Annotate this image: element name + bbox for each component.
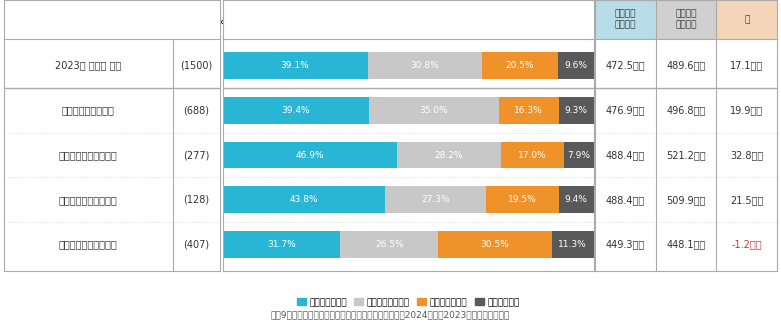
Text: 11.3%: 11.3% [558,240,587,249]
Bar [558,52,594,79]
Text: 7.9%: 7.9% [568,151,590,160]
Bar [595,0,656,39]
Text: 差: 差 [744,15,750,24]
Bar [558,186,594,213]
Text: 32.8万円: 32.8万円 [730,150,763,160]
Text: 35.0%: 35.0% [419,106,448,115]
Text: 19.9万円: 19.9万円 [730,105,763,115]
Text: 489.6万円: 489.6万円 [666,61,706,71]
Bar [487,186,558,213]
Text: 43.8%: 43.8% [290,195,318,204]
Text: 9.4%: 9.4% [565,195,587,204]
Text: 46.9%: 46.9% [295,151,324,160]
Text: 業種・職種共に同一: 業種・職種共に同一 [62,105,115,115]
Bar [223,141,397,169]
Text: 30.8%: 30.8% [410,61,439,70]
Text: 【図9】業種・職種変化別＿年収の変化／転職動向調査2024年版（2023年実績）より作成: 【図9】業種・職種変化別＿年収の変化／転職動向調査2024年版（2023年実績）… [271,311,510,320]
Bar [559,97,594,124]
Bar [438,231,551,258]
Text: 472.5万円: 472.5万円 [605,61,645,71]
Bar [341,231,438,258]
Bar [397,141,501,169]
Text: 28.2%: 28.2% [435,151,463,160]
Legend: 年収は上がった, 年収は変わらない, 年収は下がった, 答えたくない: 年収は上がった, 年収は変わらない, 年収は下がった, 答えたくない [293,295,523,311]
Text: 21.5万円: 21.5万円 [730,195,764,205]
Text: 488.4万円: 488.4万円 [606,150,645,160]
Text: 521.2万円: 521.2万円 [666,150,706,160]
Bar [501,141,564,169]
Text: 9.6%: 9.6% [564,61,587,70]
Text: 17.0%: 17.0% [519,151,547,160]
Text: 39.4%: 39.4% [281,106,310,115]
Text: 転職前の
平均年収: 転職前の 平均年収 [615,10,637,29]
Bar [369,97,498,124]
Text: 業種・職種共に異なる: 業種・職種共に異なる [59,239,118,249]
Text: 449.3万円: 449.3万円 [606,239,645,249]
Text: 17.1万円: 17.1万円 [730,61,763,71]
Text: 2023年 転職者 全体: 2023年 転職者 全体 [55,61,121,71]
Bar [551,231,594,258]
Bar [498,97,559,124]
Text: 9.3%: 9.3% [565,106,588,115]
Bar [656,0,716,39]
Bar [223,231,341,258]
Text: 30.5%: 30.5% [480,240,509,249]
Bar [223,97,369,124]
Text: (688): (688) [184,105,209,115]
Text: -1.2万円: -1.2万円 [732,239,762,249]
Text: 39.1%: 39.1% [280,61,309,70]
Bar [223,52,368,79]
Bar [716,0,777,39]
Text: 448.1万円: 448.1万円 [666,239,706,249]
Bar [223,186,385,213]
Bar [482,52,558,79]
Text: (407): (407) [184,239,209,249]
Text: 業種異なる・職種同一: 業種異なる・職種同一 [59,150,118,160]
Text: 16.3%: 16.3% [515,106,544,115]
Text: 20.5%: 20.5% [505,61,534,70]
Text: 488.4万円: 488.4万円 [606,195,645,205]
Bar [385,186,487,213]
Text: 496.8万円: 496.8万円 [666,105,706,115]
Text: 27.3%: 27.3% [422,195,450,204]
Text: (128): (128) [184,195,209,205]
Text: (1500): (1500) [180,61,212,71]
Bar [368,52,482,79]
Text: (277): (277) [184,150,209,160]
Text: 転職後の
平均年収: 転職後の 平均年収 [676,10,697,29]
Bar [564,141,594,169]
Text: 31.7%: 31.7% [267,240,296,249]
Text: 26.5%: 26.5% [375,240,404,249]
Text: 476.9万円: 476.9万円 [606,105,645,115]
Text: 509.9万円: 509.9万円 [666,195,706,205]
Text: 業種同一・職種異なる: 業種同一・職種異なる [59,195,118,205]
Text: 19.5%: 19.5% [508,195,537,204]
